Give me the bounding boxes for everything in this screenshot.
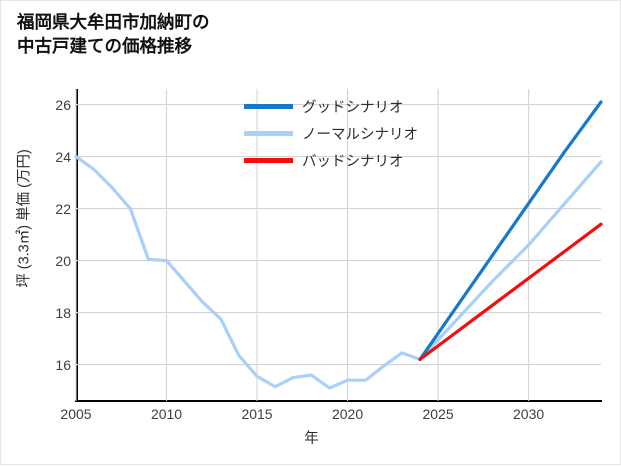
x-tick-label: 2005 — [60, 406, 92, 422]
y-tick-label: 24 — [55, 148, 71, 165]
legend-color-swatch — [244, 158, 293, 163]
y-tick-label: 26 — [55, 96, 71, 113]
y-tick-label: 16 — [55, 356, 71, 373]
y-axis-tick-labels: 16 18 20 22 24 26 — [27, 1, 71, 466]
y-tick-label: 22 — [55, 200, 71, 217]
legend-item[interactable]: ノーマルシナリオ — [244, 120, 474, 147]
y-axis-title: 坪 (3.3㎡) 単価 (万円) — [16, 149, 33, 288]
x-tick-label: 2020 — [331, 406, 364, 422]
series-lines — [74, 100, 603, 390]
legend-color-swatch — [244, 104, 293, 109]
legend-item-label: ノーマルシナリオ — [302, 127, 418, 143]
legend-color-swatch — [244, 131, 293, 136]
plot-svg — [74, 89, 603, 401]
x-axis-title: 年 — [304, 431, 319, 447]
chart-title: 福岡県大牟田市加納町の 中古戸建ての価格推移 — [17, 12, 210, 56]
x-tick-label: 2025 — [422, 406, 454, 422]
plot-area — [74, 89, 603, 401]
x-tick-label: 2015 — [241, 406, 273, 422]
legend-item-label: バッドシナリオ — [302, 154, 404, 170]
y-axis-spine — [76, 89, 79, 402]
series-line-normal — [74, 154, 603, 390]
chart-legend: グッドシナリオ ノーマルシナリオ バッドシナリオ — [244, 93, 474, 174]
legend-item[interactable]: グッドシナリオ — [244, 93, 474, 120]
y-tick-label: 20 — [55, 252, 71, 269]
x-tick-label: 2010 — [150, 406, 183, 422]
series-line-bad — [418, 222, 603, 361]
y-tick-label: 18 — [55, 304, 71, 321]
series-line-good — [418, 100, 603, 361]
x-axis-spine — [75, 400, 602, 403]
legend-item[interactable]: バッドシナリオ — [244, 147, 474, 174]
x-tick-label: 2030 — [513, 406, 545, 422]
legend-item-label: グッドシナリオ — [302, 100, 404, 116]
gridlines — [75, 89, 601, 401]
